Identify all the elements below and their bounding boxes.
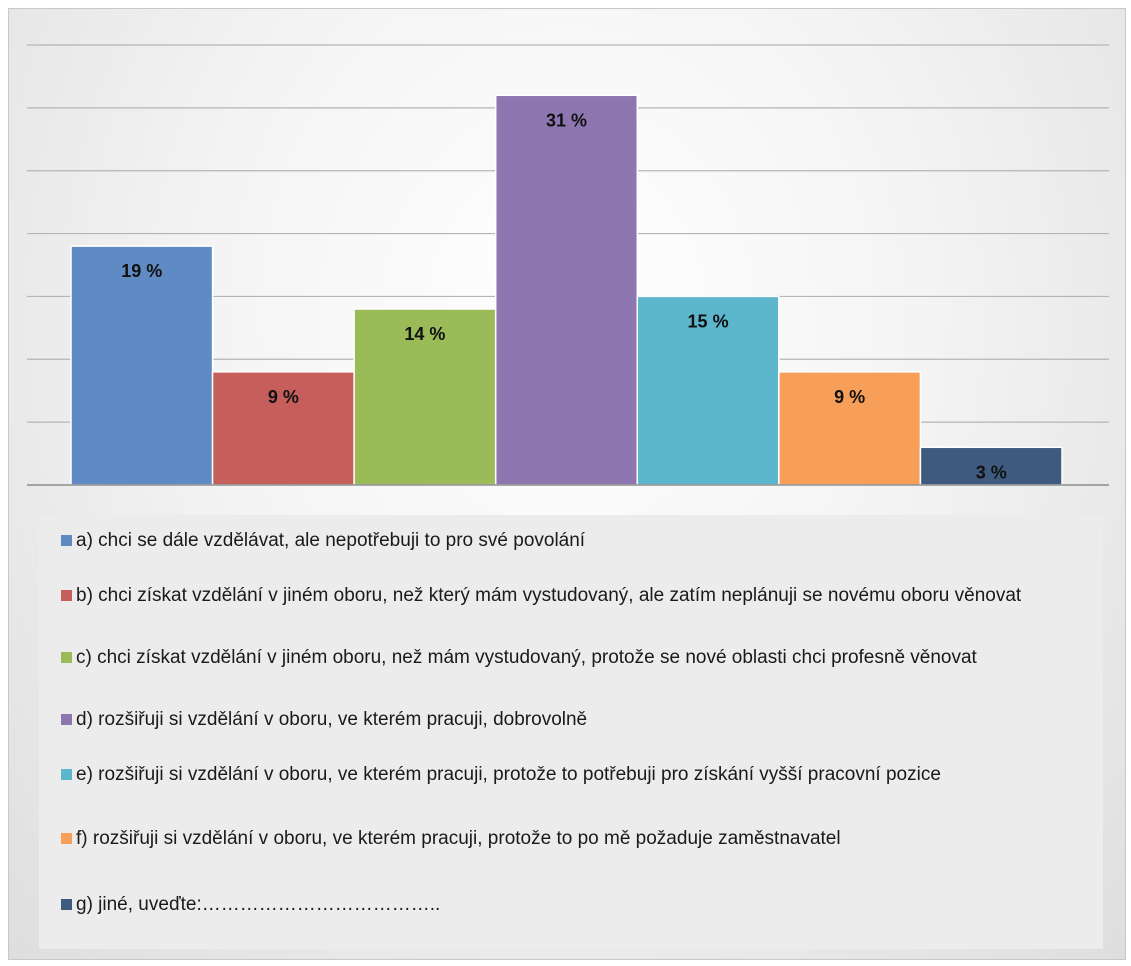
legend-swatch-f: [61, 833, 72, 844]
bar-value-label-g: 3 %: [976, 462, 1007, 482]
legend-item-d: d) rozšiřuji si vzdělání v oboru, ve kte…: [61, 708, 1091, 763]
bar-d: [494, 94, 639, 486]
legend-swatch-a: [61, 535, 72, 546]
bar-value-label-a: 19 %: [121, 261, 162, 281]
bar-value-label-d: 31 %: [546, 110, 587, 130]
bar-e: [636, 295, 780, 486]
legend-label-e: e) rozšiřuji si vzdělání v oboru, ve kte…: [76, 764, 941, 785]
bar-f: [778, 371, 922, 486]
bar-value-label-f: 9 %: [834, 387, 865, 407]
legend-label-f: f) rozšiřuji si vzdělání v oboru, ve kte…: [76, 828, 841, 849]
legend-label-d: d) rozšiřuji si vzdělání v oboru, ve kte…: [76, 709, 588, 730]
legend-item-c: c) chci získat vzdělání v jiném oboru, n…: [61, 646, 1091, 708]
legend-item-a: a) chci se dále vzdělávat, ale nepotřebu…: [61, 529, 1091, 584]
bar-value-label-c: 14 %: [404, 324, 445, 344]
bar-c: [353, 308, 497, 486]
legend-item-f: f) rozšiřuji si vzdělání v oboru, ve kte…: [61, 827, 1091, 893]
bars: [70, 94, 1063, 486]
legend-swatch-d: [61, 714, 72, 725]
legend-swatch-c: [61, 652, 72, 663]
bar-value-label-b: 9 %: [268, 387, 299, 407]
chart-frame: 19 % 9 % 14 % 31 % 15 % 9 % 3 % a) chci se dál…: [8, 8, 1126, 960]
legend-swatch-b: [61, 590, 72, 601]
legend: a) chci se dále vzdělávat, ale nepotřebu…: [39, 515, 1103, 949]
legend-item-g: g) jiné, uveďte:………………………………..: [61, 893, 1091, 933]
legend-item-b: b) chci získat vzdělání v jiném oboru, n…: [61, 584, 1091, 646]
legend-swatch-g: [61, 899, 72, 910]
bar-g: [919, 446, 1063, 486]
plot-area: 19 % 9 % 14 % 31 % 15 % 9 % 3 %: [27, 44, 1109, 486]
bar-value-label-e: 15 %: [688, 311, 729, 331]
legend-swatch-e: [61, 769, 72, 780]
legend-label-a: a) chci se dále vzdělávat, ale nepotřebu…: [76, 530, 586, 551]
legend-label-b: b) chci získat vzdělání v jiném oboru, n…: [76, 585, 1022, 606]
legend-label-g: g) jiné, uveďte:………………………………..: [76, 894, 441, 915]
bar-labels: 19 % 9 % 14 % 31 % 15 % 9 % 3 %: [121, 110, 1006, 482]
legend-item-e: e) rozšiřuji si vzdělání v oboru, ve kte…: [61, 763, 1091, 827]
legend-label-c: c) chci získat vzdělání v jiném oboru, n…: [76, 647, 977, 668]
bar-a: [70, 245, 214, 486]
